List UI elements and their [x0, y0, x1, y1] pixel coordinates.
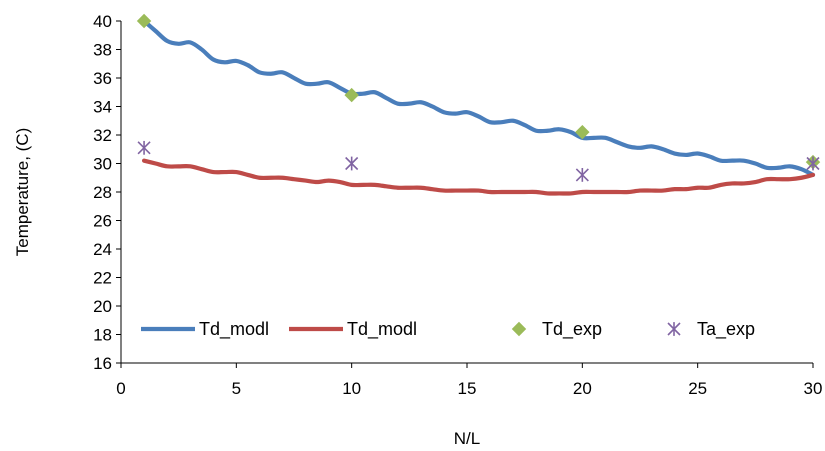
x-tick-label: 10 — [342, 379, 361, 398]
x-tick-label: 15 — [458, 379, 477, 398]
series-line-blue — [141, 18, 816, 177]
legend-entry: Td_modl — [141, 319, 269, 340]
Ta_exp-point — [345, 156, 359, 171]
series — [136, 13, 821, 196]
Td_exp-point — [136, 13, 152, 29]
legend-entry: Ta_exp — [667, 319, 755, 340]
legend: Td_modl Td_modl Td_exp Ta_exp — [141, 319, 755, 340]
legend-entry: Td_modl — [289, 319, 417, 340]
y-tick-label: 34 — [93, 98, 112, 117]
x-tick-label: 0 — [116, 379, 125, 398]
y-tick-label: 26 — [93, 212, 112, 231]
x-axis-title: N/L — [454, 429, 480, 448]
legend-label: Td_modl — [347, 319, 417, 340]
Td_exp-point — [344, 87, 359, 103]
legend-swatch — [667, 322, 681, 336]
y-tick-label: 30 — [93, 155, 112, 174]
y-tick-label: 22 — [93, 269, 112, 288]
Ta_exp-point — [137, 140, 151, 155]
x-tick-label: 20 — [573, 379, 592, 398]
y-tick-label: 20 — [93, 297, 112, 316]
Td_exp-point — [575, 124, 590, 140]
legend-entry: Td_exp — [511, 319, 602, 340]
y-tick-label: 40 — [93, 12, 112, 31]
series-line-red — [141, 158, 816, 196]
x-tick-label: 5 — [232, 379, 241, 398]
x-ticks: 0 5 10 15 20 25 30 — [116, 363, 822, 398]
y-tick-label: 36 — [93, 69, 112, 88]
legend-swatch — [511, 321, 527, 337]
y-tick-label: 18 — [93, 326, 112, 345]
y-tick-label: 38 — [93, 41, 112, 60]
legend-label: Td_modl — [199, 319, 269, 340]
y-tick-label: 28 — [93, 183, 112, 202]
legend-label: Td_exp — [542, 319, 602, 340]
x-tick-label: 30 — [804, 379, 823, 398]
y-tick-label: 32 — [93, 126, 112, 145]
y-ticks: 16 18 20 22 24 26 28 30 32 34 36 38 40 — [93, 12, 121, 373]
Ta_exp-point — [575, 168, 589, 182]
Ta_exp-point — [806, 156, 820, 171]
y-tick-label: 16 — [93, 354, 112, 373]
y-axis-title: Temperature, (C) — [13, 128, 32, 256]
legend-label: Ta_exp — [697, 319, 755, 340]
x-tick-label: 25 — [688, 379, 707, 398]
y-tick-label: 24 — [93, 240, 112, 259]
